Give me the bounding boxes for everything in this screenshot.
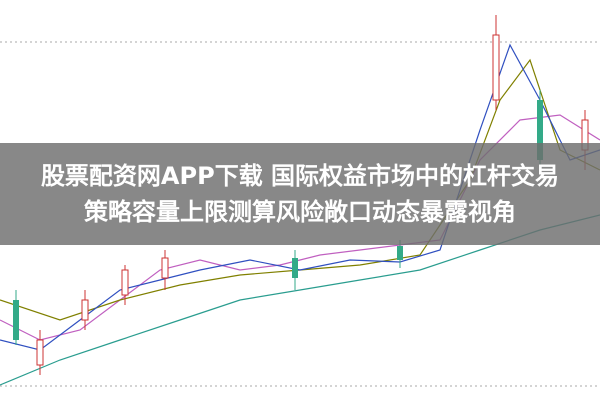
candle: [36, 339, 44, 366]
candle: [397, 246, 403, 260]
moving-average: [0, 58, 600, 321]
title-line: 股票配资网APP下载 国际权益市场中的杠杆交易: [40, 162, 560, 190]
candle: [537, 100, 543, 160]
candle: [492, 34, 500, 101]
candle: [81, 299, 89, 321]
moving-average: [0, 114, 600, 341]
title-banner: 股票配资网APP下载 国际权益市场中的杠杆交易 策略容量上限测算风险敞口动态暴露…: [0, 143, 600, 245]
title-line: 策略容量上限测算风险敞口动态暴露视角: [84, 198, 516, 226]
moving-average: [0, 43, 600, 351]
candle: [161, 257, 169, 279]
candle: [121, 269, 129, 296]
candle: [13, 300, 19, 340]
candle: [292, 258, 298, 278]
